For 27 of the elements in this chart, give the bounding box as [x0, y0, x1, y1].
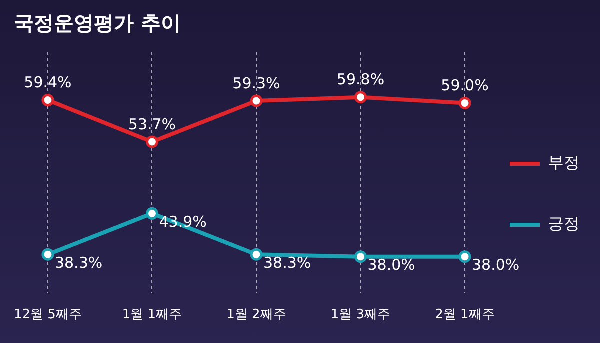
data-label: 59.3%: [232, 74, 280, 92]
point: [354, 250, 367, 264]
data-label: 59.8%: [336, 70, 385, 89]
x-tick-label: 2월 1째주: [435, 308, 495, 323]
x-tick-label: 1월 3째주: [330, 308, 391, 323]
data-label: 38.0%: [368, 256, 416, 274]
point: [458, 250, 472, 264]
point: [42, 94, 54, 107]
data-label: 38.3%: [54, 254, 103, 272]
point: [146, 136, 158, 148]
data-label: 38.0%: [472, 256, 520, 274]
point: [250, 94, 263, 108]
point: [250, 248, 263, 261]
point: [42, 248, 54, 261]
data-label: 53.7%: [128, 115, 176, 134]
chart-title: 국정운영평가 추이: [14, 10, 181, 37]
x-tick-label: 1월 2째주: [226, 308, 286, 323]
legend-label: 부정: [548, 153, 580, 172]
x-tick-label: 12월 5째주: [14, 308, 82, 323]
legend-label: 긍정: [548, 214, 580, 234]
data-label: 38.3%: [263, 254, 312, 272]
point: [146, 207, 158, 220]
data-label: 59.4%: [24, 74, 72, 92]
x-tick-label: 1월 1째주: [122, 308, 182, 323]
point: [354, 91, 367, 104]
data-label: 59.0%: [441, 76, 489, 95]
point: [458, 96, 472, 110]
